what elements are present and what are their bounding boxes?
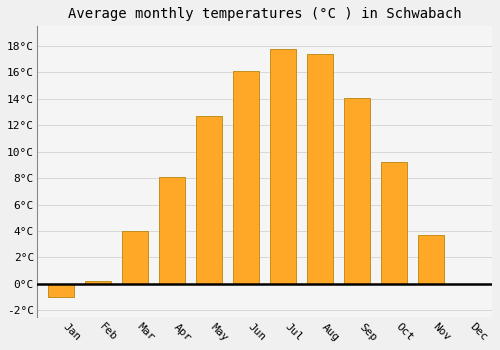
Bar: [85, 281, 111, 284]
Bar: [307, 54, 333, 284]
Bar: [381, 162, 407, 284]
Bar: [196, 116, 222, 284]
Bar: [48, 284, 74, 297]
Bar: [233, 71, 259, 284]
Bar: [344, 98, 370, 284]
Title: Average monthly temperatures (°C ) in Schwabach: Average monthly temperatures (°C ) in Sc…: [68, 7, 461, 21]
Bar: [418, 235, 444, 284]
Bar: [159, 177, 185, 284]
Bar: [122, 231, 148, 284]
Bar: [270, 49, 296, 284]
